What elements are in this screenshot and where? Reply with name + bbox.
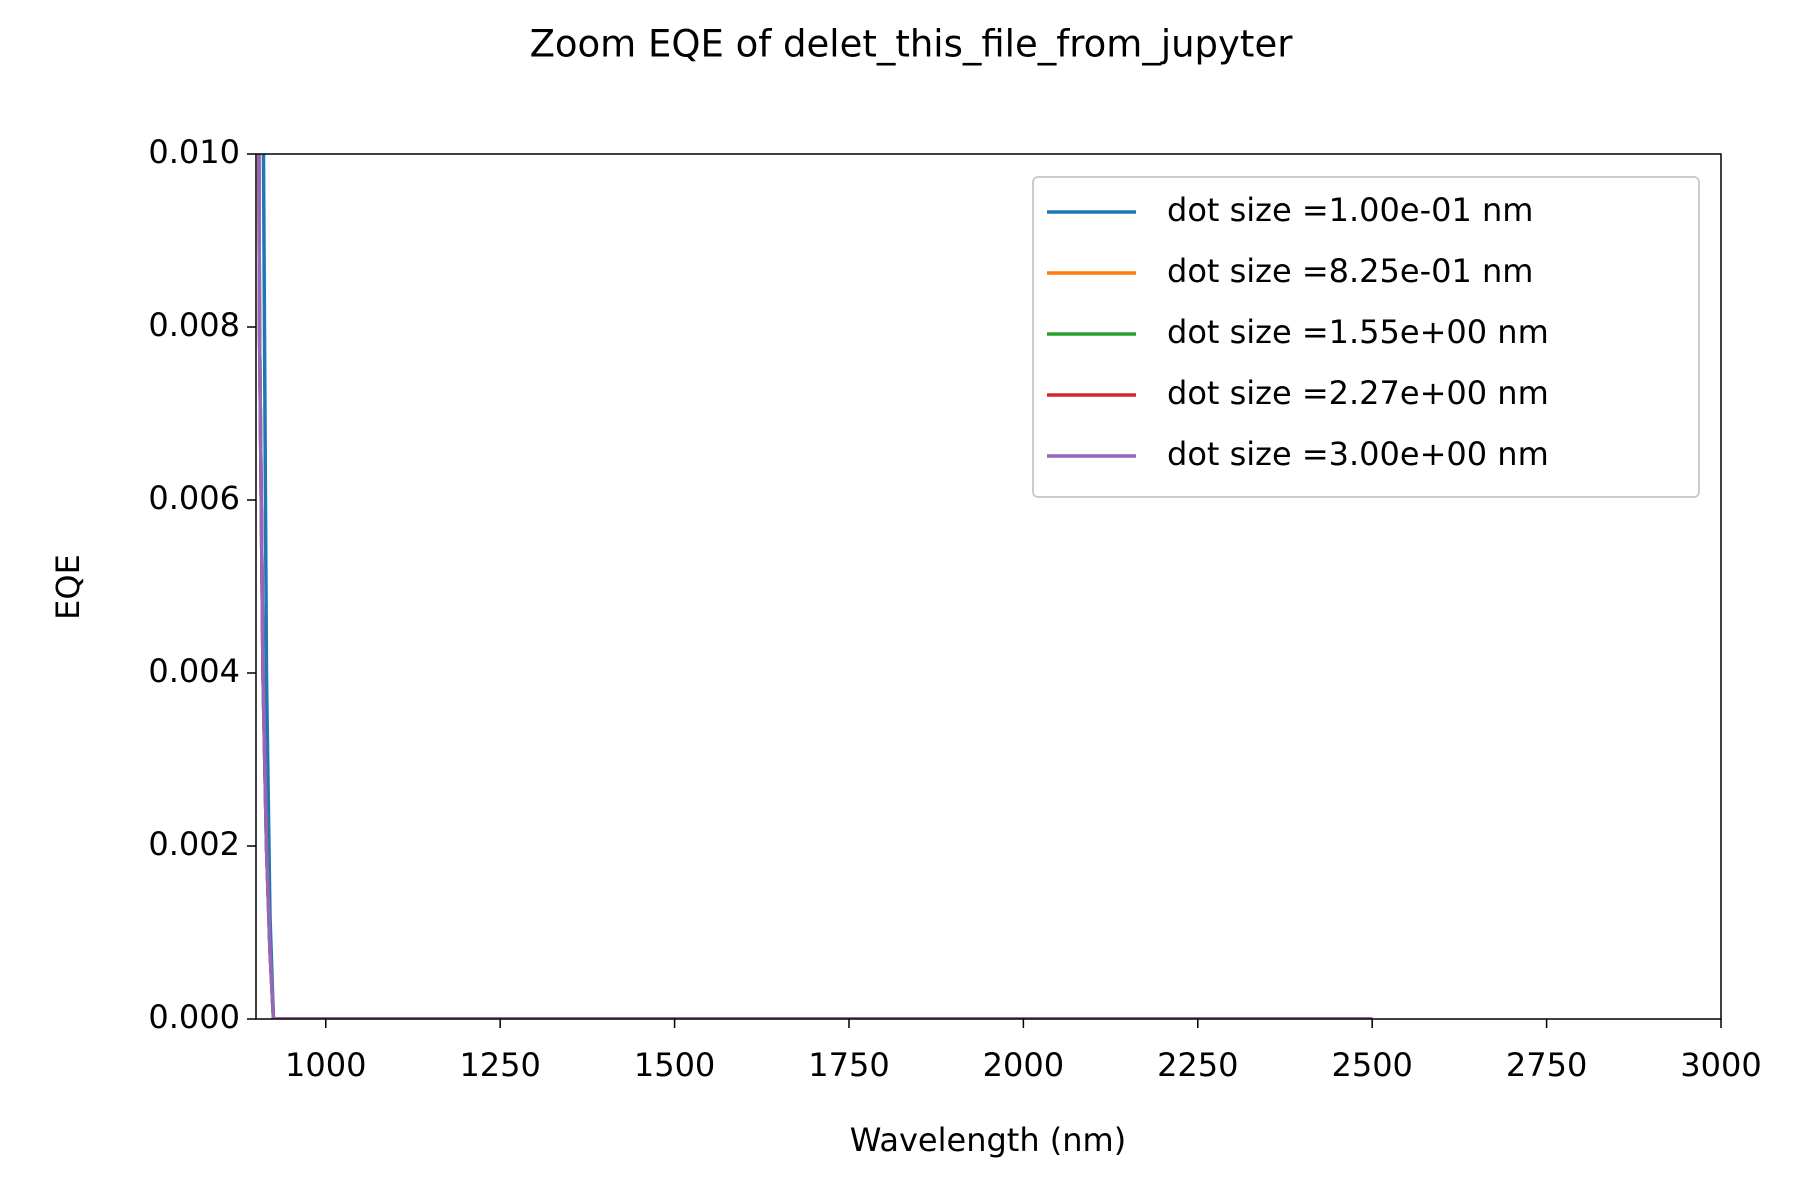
- legend-label: dot size =2.27e+00 nm: [1167, 374, 1549, 412]
- plot-frame: [255, 153, 1722, 1020]
- legend-label: dot size =8.25e-01 nm: [1167, 252, 1533, 290]
- chart-title: Zoom EQE of delet_this_file_from_jupyter: [530, 23, 1294, 66]
- legend-label: dot size =1.55e+00 nm: [1167, 313, 1549, 351]
- legend-box: [1032, 176, 1700, 498]
- y-tick-label: 0.004: [148, 652, 240, 690]
- legend-label: dot size =1.00e-01 nm: [1167, 191, 1533, 229]
- y-tick-label: 0.008: [148, 306, 240, 344]
- data-line: [257, 154, 1373, 1019]
- y-tick-label: 0.010: [148, 133, 240, 171]
- x-tick-label: 2000: [983, 1046, 1064, 1084]
- x-tick-label: 3000: [1680, 1046, 1761, 1084]
- data-line: [261, 154, 1373, 1019]
- legend-label: dot size =3.00e+00 nm: [1167, 435, 1549, 473]
- x-tick-label: 1250: [459, 1046, 540, 1084]
- x-tick-label: 2250: [1157, 1046, 1238, 1084]
- x-tick-label: 1750: [808, 1046, 889, 1084]
- data-line: [257, 154, 1373, 1019]
- y-tick-label: 0.006: [148, 479, 240, 517]
- x-tick-label: 2500: [1331, 1046, 1412, 1084]
- y-tick-label: 0.000: [148, 998, 240, 1036]
- x-tick-label: 1500: [634, 1046, 715, 1084]
- x-axis-label: Wavelength (nm): [850, 1121, 1126, 1159]
- plot-area: [257, 154, 1373, 1019]
- y-axis-label: EQE: [49, 554, 87, 620]
- data-line: [257, 154, 1373, 1019]
- legend: dot size =1.00e-01 nm dot size =8.25e-01 …: [1032, 176, 1700, 498]
- y-tick-label: 0.002: [148, 825, 240, 863]
- x-tick-label: 1000: [285, 1046, 366, 1084]
- data-line: [257, 154, 1373, 1019]
- x-tick-label: 2750: [1506, 1046, 1587, 1084]
